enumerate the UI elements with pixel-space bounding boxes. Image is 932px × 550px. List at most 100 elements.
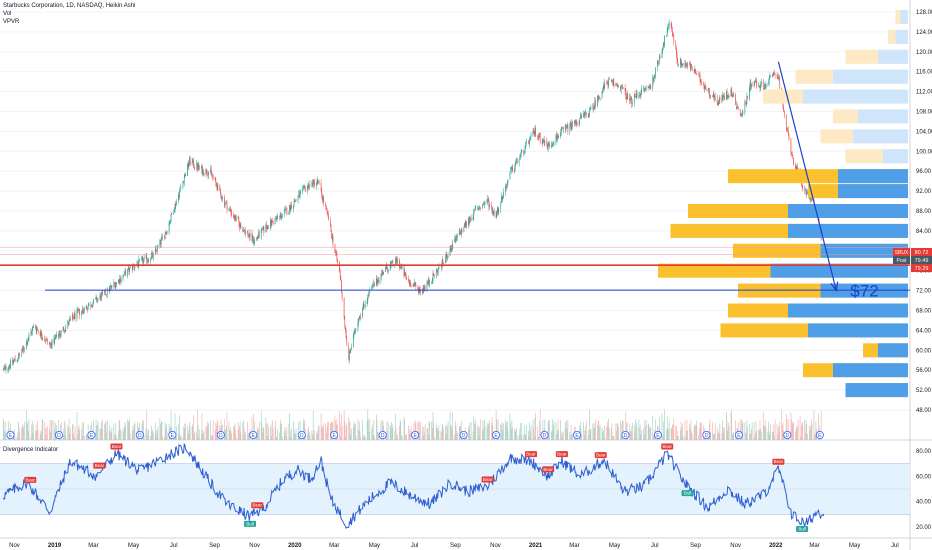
candle-body	[795, 165, 796, 170]
volume-bar	[150, 425, 152, 440]
candle-body	[64, 330, 65, 332]
candle-body	[648, 87, 650, 88]
volume-bar	[479, 419, 481, 440]
candle-body	[535, 128, 536, 136]
candle-body	[284, 209, 286, 211]
volume-bar	[224, 429, 226, 440]
candle-body	[304, 186, 305, 188]
volume-bar	[456, 430, 457, 440]
candle-body	[516, 159, 517, 163]
volume-bar	[773, 424, 775, 440]
candle-body	[91, 305, 93, 308]
candle-body	[300, 191, 302, 193]
volume-bar	[672, 424, 673, 440]
event-marker-label: D	[138, 433, 142, 439]
volume-bar	[420, 421, 421, 440]
volume-bar	[423, 427, 425, 440]
candle-body	[581, 115, 583, 118]
candle-body	[289, 205, 290, 212]
volume-bar	[37, 421, 38, 440]
candle-body	[188, 163, 190, 167]
candle-body	[19, 355, 21, 357]
volume-bar	[484, 425, 486, 440]
volume-bar	[449, 411, 451, 440]
candle-body	[156, 250, 157, 252]
volume-bar	[179, 436, 181, 440]
candle-body	[751, 85, 752, 88]
volume-bar	[224, 419, 225, 440]
candle-body	[229, 208, 231, 210]
candle-body	[556, 136, 558, 140]
candle-body	[558, 136, 559, 138]
candle-body	[102, 292, 103, 294]
volume-bar	[603, 436, 605, 440]
volume-bar	[86, 433, 88, 440]
volume-bar	[689, 423, 690, 440]
volume-bar	[584, 435, 586, 440]
event-marker-label: E	[413, 433, 417, 439]
candle-body	[291, 205, 292, 209]
volume-bar	[797, 419, 799, 440]
volume-bar	[238, 429, 240, 440]
candle-body	[320, 182, 322, 191]
volume-bar	[551, 429, 553, 440]
volume-bar	[662, 436, 663, 440]
candle-body	[689, 63, 690, 65]
volume-bar	[810, 419, 812, 440]
candle-body	[487, 198, 488, 203]
candle-body	[382, 270, 384, 275]
volume-bar	[262, 432, 263, 440]
volume-bar	[510, 422, 511, 440]
candle-body	[590, 106, 592, 109]
candle-body	[139, 259, 140, 260]
volume-bar	[663, 435, 665, 440]
candle-body	[690, 64, 692, 68]
volume-bar	[544, 419, 546, 440]
price-axis[interactable]: 128.00124.00120.00116.00112.00108.00104.…	[893, 10, 932, 414]
candle-body	[293, 200, 295, 206]
candle-body	[53, 339, 55, 344]
volume-bar	[345, 436, 346, 440]
candle-body	[553, 143, 555, 144]
volume-bar	[618, 426, 619, 440]
volume-bar	[564, 421, 566, 440]
candle-body	[620, 86, 621, 91]
candle-body	[362, 303, 364, 308]
volume-bar	[567, 419, 569, 440]
volume-bar	[311, 430, 313, 440]
volume-bar	[272, 428, 274, 440]
candle-body	[529, 137, 531, 140]
candle-body	[254, 239, 255, 243]
volume-bar	[272, 420, 273, 440]
volume-bar	[551, 431, 552, 440]
candle-body	[28, 335, 30, 339]
candle-body	[768, 82, 769, 84]
volume-bar	[566, 421, 567, 440]
candle-body	[147, 260, 148, 262]
event-marker-label: E	[9, 433, 13, 439]
volume-bar	[560, 419, 561, 440]
volume-bar	[306, 435, 308, 440]
time-axis[interactable]: Nov 2019 Mar May Jul Sep Nov 2020 Mar May Jul Sep No…	[0, 537, 932, 549]
volume-bar	[268, 425, 269, 440]
volume-bar	[394, 431, 396, 440]
volume-bar	[592, 423, 594, 440]
candle-body	[570, 121, 572, 129]
candle-body	[316, 182, 317, 186]
volume-bar	[666, 429, 667, 440]
trend-arrow[interactable]: $72	[777, 61, 879, 301]
volume-bar	[635, 422, 637, 440]
volume-bar	[626, 422, 628, 440]
volume-bar	[55, 435, 57, 440]
candle-body	[432, 273, 434, 282]
volume-bar	[593, 423, 595, 440]
candle-body	[791, 153, 793, 156]
volume-bar	[779, 422, 781, 440]
candle-body	[708, 87, 710, 96]
signal-badge	[772, 458, 785, 465]
candle-body	[774, 73, 775, 75]
candle-body	[429, 283, 431, 284]
candle-body	[497, 207, 498, 213]
